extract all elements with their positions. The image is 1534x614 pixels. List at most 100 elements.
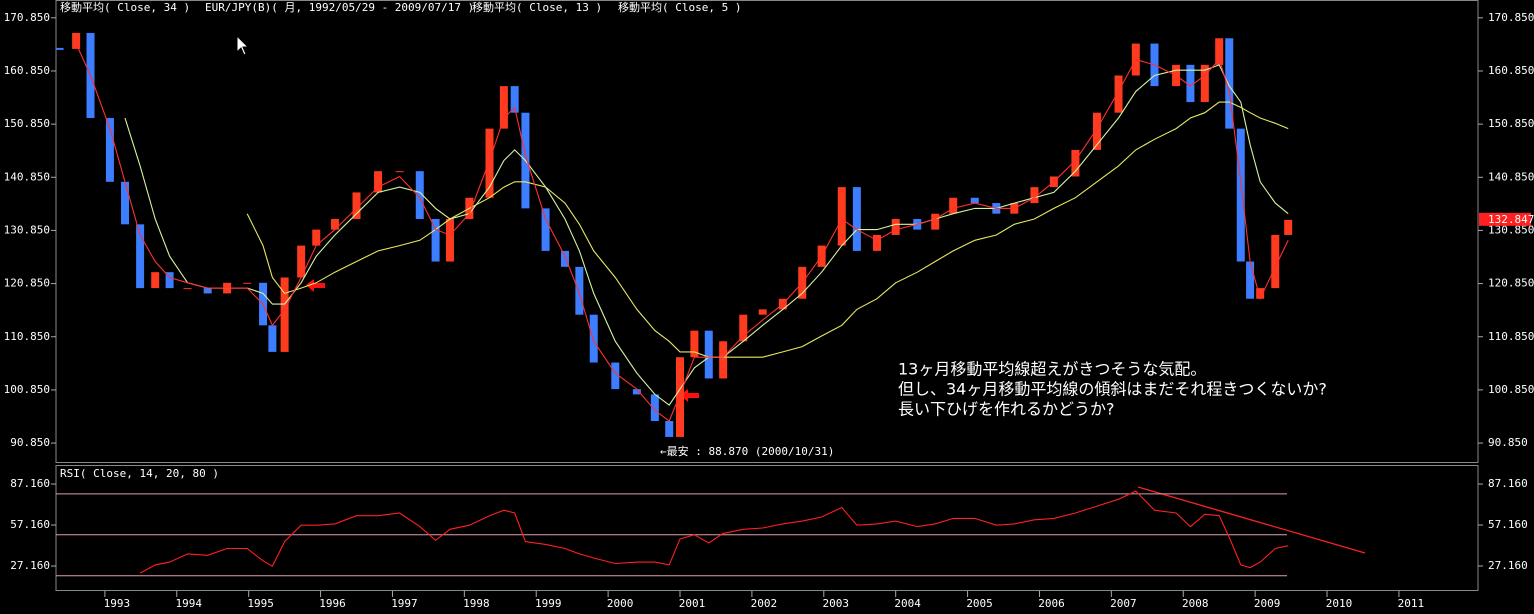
candle-body xyxy=(1284,219,1293,235)
candle-body xyxy=(297,245,306,278)
chart-title: RSI( Close, 14, 20, 80 ) xyxy=(60,467,219,480)
chart-title: EUR/JPY(B)( 月, 1992/05/29 - 2009/07/17 ) xyxy=(205,1,474,14)
candle-body xyxy=(665,421,674,437)
candle-body xyxy=(1092,112,1101,150)
x-tick-label: 2001 xyxy=(679,597,706,610)
x-tick-label: 1995 xyxy=(247,597,274,610)
y-tick-label: 130.850 xyxy=(1488,223,1534,236)
candle-body xyxy=(510,86,519,113)
candle-body xyxy=(739,314,748,342)
y-tick-label: 57.160 xyxy=(1488,518,1528,531)
series-line xyxy=(246,101,1289,358)
candle-body xyxy=(1200,64,1209,103)
candle-body xyxy=(852,187,861,251)
y-tick-label: 170.850 xyxy=(4,11,50,24)
candle-body xyxy=(268,325,277,352)
y-tick-label: 87.160 xyxy=(1488,477,1528,490)
y-tick-label: 170.850 xyxy=(1488,11,1534,24)
y-tick-label: 150.850 xyxy=(4,117,50,130)
candle-body xyxy=(1215,38,1224,65)
candle-body xyxy=(395,171,404,173)
candle-body xyxy=(758,309,767,315)
candle-body xyxy=(1071,149,1080,177)
candle-body xyxy=(541,208,550,251)
candle-body xyxy=(72,32,81,49)
trend-line xyxy=(1137,486,1366,554)
candle-body xyxy=(575,266,584,315)
candle-body xyxy=(499,86,508,129)
candle-body xyxy=(431,219,440,262)
candle-body xyxy=(719,341,728,379)
candle-body xyxy=(1186,64,1195,103)
y-tick-label: 140.850 xyxy=(1488,170,1534,183)
candle-body xyxy=(183,288,192,290)
x-tick-label: 2007 xyxy=(1110,597,1137,610)
candle-body xyxy=(970,197,979,204)
y-tick-label: 90.850 xyxy=(10,436,50,449)
comment: 13ヶ月移動平均線超えがきつそうな気配。 xyxy=(898,360,1206,379)
last-value-label: 132.847 xyxy=(1488,213,1534,226)
candle-body xyxy=(105,118,114,182)
legend-entry: 移動平均( Close, 34 ) xyxy=(60,0,190,14)
x-tick-label: 1993 xyxy=(104,597,131,610)
last-value-box xyxy=(1479,212,1531,226)
price-panel xyxy=(55,0,1479,463)
x-tick-label: 2006 xyxy=(1038,597,1065,610)
candle-body xyxy=(931,213,940,230)
candle-body xyxy=(374,171,383,193)
y-tick-label: 160.850 xyxy=(1488,64,1534,77)
candle-body xyxy=(1246,261,1255,299)
candle-body xyxy=(165,272,174,289)
y-tick-label: 27.160 xyxy=(1488,559,1528,572)
candle-body xyxy=(1114,75,1123,113)
candle-body xyxy=(1256,288,1265,299)
y-tick-label: 110.850 xyxy=(4,330,50,343)
y-tick-label: 120.850 xyxy=(1488,277,1534,290)
x-tick-label: 2005 xyxy=(966,597,993,610)
y-tick-label: 27.160 xyxy=(10,559,50,572)
y-tick-label: 100.850 xyxy=(1488,383,1534,396)
candle-body xyxy=(676,357,685,437)
y-tick-label: 130.850 xyxy=(4,223,50,236)
annotation: ←最安 : 88.870 (2000/10/31) xyxy=(660,444,834,458)
comment: 長い下ひげを作れるかどうか? xyxy=(898,400,1115,419)
candle-body xyxy=(121,181,130,225)
x-tick-label: 2003 xyxy=(823,597,850,610)
x-tick-label: 2011 xyxy=(1398,597,1425,610)
y-tick-label: 150.850 xyxy=(1488,117,1534,130)
candle-body xyxy=(445,219,454,262)
candle-body xyxy=(690,330,699,358)
x-tick-label: 2010 xyxy=(1326,597,1353,610)
candle-body xyxy=(1030,187,1039,204)
x-tick-label: 1999 xyxy=(535,597,562,610)
candle-body xyxy=(891,219,900,235)
series-line xyxy=(139,490,1289,574)
y-tick-label: 100.850 xyxy=(4,383,50,396)
candle-body xyxy=(1236,128,1245,262)
arrow-marker xyxy=(306,279,325,292)
candle-body xyxy=(872,234,881,251)
candle-body xyxy=(330,219,339,230)
candle-body xyxy=(1225,38,1234,129)
candle-body xyxy=(560,250,569,267)
x-tick-label: 2002 xyxy=(751,597,778,610)
candle-body xyxy=(632,389,641,395)
candle-body xyxy=(704,330,713,379)
candle-body xyxy=(415,171,424,220)
candle-body xyxy=(312,229,321,246)
y-tick-label: 87.160 xyxy=(10,477,50,490)
x-tick-label: 2004 xyxy=(894,597,921,610)
x-tick-label: 1997 xyxy=(391,597,418,610)
y-tick-label: 57.160 xyxy=(10,518,50,531)
candle-body xyxy=(243,282,252,284)
x-tick-label: 1996 xyxy=(319,597,346,610)
y-tick-label: 120.850 xyxy=(4,277,50,290)
candle-body xyxy=(949,197,958,214)
candle-body xyxy=(589,314,598,363)
x-tick-label: 2000 xyxy=(607,597,634,610)
x-tick-label: 1994 xyxy=(176,597,203,610)
y-tick-label: 140.850 xyxy=(4,170,50,183)
candle-body xyxy=(151,272,160,289)
